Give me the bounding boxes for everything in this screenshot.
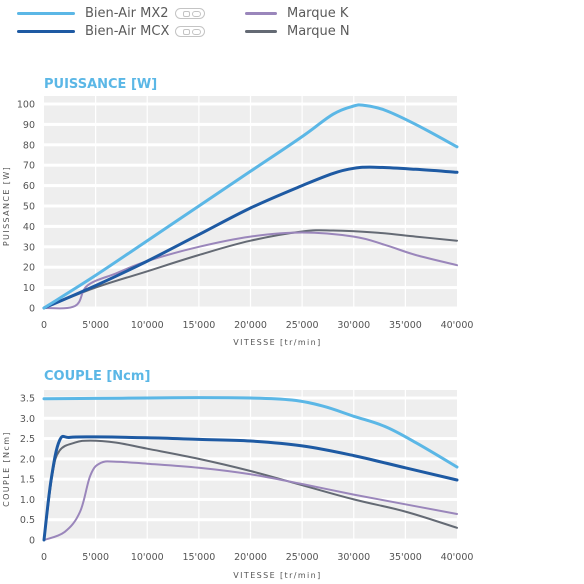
y-tick-label: 0 <box>29 304 35 315</box>
y-tick-label: 70 <box>23 161 35 172</box>
series-line-marque-k <box>43 231 458 310</box>
legend-item-mcx: Bien-Air MCX <box>17 22 206 40</box>
y-axis-label: COUPLE [Ncm] <box>2 431 11 507</box>
y-tick-label: 2.0 <box>20 454 35 465</box>
y-tick-label: 2.5 <box>20 434 35 445</box>
legend-swatch <box>17 29 75 33</box>
series-line-bien-air-mx2 <box>42 396 459 469</box>
x-tick-label: 10'000 <box>131 552 164 563</box>
x-tick-label: 30'000 <box>337 320 370 331</box>
legend-label: Bien-Air MCX <box>85 23 170 39</box>
y-tick-label: 20 <box>23 263 35 274</box>
x-tick-label: 40'000 <box>441 320 474 331</box>
y-tick-label: 0 <box>29 536 35 547</box>
series-line-bien-air-mcx <box>42 434 459 542</box>
legend-swatch <box>17 11 75 15</box>
y-tick-label: 100 <box>17 100 35 111</box>
chart-title: PUISSANCE [W] <box>44 77 157 92</box>
y-tick-label: 90 <box>23 120 35 131</box>
legend-label: Marque K <box>287 5 349 21</box>
x-axis-label: VITESSE [tr/min] <box>233 571 321 580</box>
x-tick-label: 0 <box>41 552 47 563</box>
x-tick-label: 30'000 <box>337 552 370 563</box>
series-line-marque-n <box>43 229 458 309</box>
series-line-marque-n <box>43 439 458 541</box>
x-axis-label: VITESSE [tr/min] <box>233 338 321 347</box>
legend-swatch <box>245 29 277 33</box>
y-tick-label: 80 <box>23 140 35 151</box>
legend-item-marque-k: Marque K <box>245 4 348 22</box>
y-tick-label: 10 <box>23 283 35 294</box>
chart-couple: COUPLE [Ncm] 0 0.5 1.0 1.5 2.0 2.5 3.0 3.5 0 5'000… <box>2 369 473 580</box>
x-tick-label: 40'000 <box>441 552 474 563</box>
y-tick-label: 1.0 <box>20 495 35 506</box>
y-tick-label: 0.5 <box>20 515 35 526</box>
y-tick-label: 3.5 <box>20 394 35 405</box>
y-tick-label: 3.0 <box>20 414 35 425</box>
x-tick-label: 20'000 <box>234 552 267 563</box>
legend-label: Bien-Air MX2 <box>85 5 169 21</box>
x-tick-label: 15'000 <box>182 320 215 331</box>
legend-label: Marque N <box>287 23 350 39</box>
x-tick-label: 20'000 <box>234 320 267 331</box>
y-tick-label: 40 <box>23 222 35 233</box>
x-tick-label: 0 <box>41 320 47 331</box>
y-tick-label: 1.5 <box>20 475 35 486</box>
x-tick-label: 35'000 <box>389 552 422 563</box>
legend-item-mx2: Bien-Air MX2 <box>17 4 205 22</box>
x-tick-label: 35'000 <box>389 320 422 331</box>
x-tick-label: 5'000 <box>82 552 109 563</box>
chart-title: COUPLE [Ncm] <box>44 369 150 384</box>
x-tick-label: 5'000 <box>82 320 109 331</box>
y-tick-label: 60 <box>23 181 35 192</box>
x-tick-label: 15'000 <box>182 552 215 563</box>
y-tick-label: 30 <box>23 242 35 253</box>
grid-bands <box>44 96 457 308</box>
led-icon <box>175 25 206 37</box>
legend-swatch <box>245 11 277 15</box>
series-line-bien-air-mcx <box>42 165 459 310</box>
legend-item-marque-n: Marque N <box>245 22 350 40</box>
x-tick-label: 25'000 <box>286 552 319 563</box>
y-tick-label: 50 <box>23 202 35 213</box>
chart-puissance: PUISSANCE [W] 0 10 20 30 40 50 60 70 80 90 100 0 5'00… <box>2 77 473 347</box>
series-line-marque-k <box>43 460 458 541</box>
x-tick-label: 25'000 <box>286 320 319 331</box>
legend: Bien-Air MX2 Bien-Air MCX Marque K Marqu… <box>0 0 584 44</box>
led-icon <box>174 7 205 19</box>
series-line-bien-air-mx2 <box>42 103 459 310</box>
x-tick-label: 10'000 <box>131 320 164 331</box>
y-axis-label: PUISSANCE [W] <box>2 166 11 246</box>
